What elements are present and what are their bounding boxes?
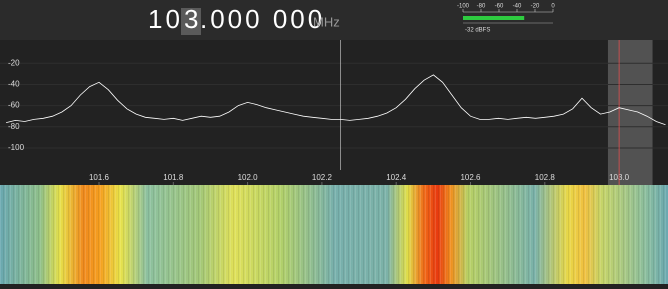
x-tick-label: 101.8 [163,173,184,182]
freq-digits[interactable]: 10 [148,4,183,34]
sdr-view: 10 3 .000 000 MHz -100-80-60-40-200-32 d… [0,0,668,284]
x-tick-label: 102.6 [460,173,481,182]
x-tick-label: 101.6 [89,173,110,182]
meter-tick-label: -80 [477,4,486,10]
y-tick-label: -100 [8,143,25,152]
y-tick-label: -80 [8,122,20,131]
waterfall-texture [0,185,668,284]
freq-unit: MHz [313,14,340,29]
y-tick-label: -40 [8,80,20,89]
x-tick-label: 102.4 [386,173,407,182]
spectrum-bg [0,40,668,185]
meter-tick-label: -60 [495,4,504,10]
meter-tick-label: -40 [513,4,522,10]
x-tick-label: 102.0 [238,173,259,182]
filter-band [608,40,653,185]
page: 10 3 .000 000 MHz -100-80-60-40-200-32 d… [0,0,668,284]
x-tick-label: 102.2 [312,173,333,182]
y-tick-label: -20 [8,58,20,67]
freq-digits[interactable]: .000 000 [200,4,325,34]
freq-digit-selected[interactable]: 3 [184,4,198,34]
meter-tick-label: -20 [531,4,540,10]
meter-tick-label: -100 [457,4,470,10]
x-tick-label: 102.8 [535,173,556,182]
meter-bar [463,16,524,20]
y-tick-label: -60 [8,101,20,110]
meter-reading: -32 dBFS [465,28,490,34]
